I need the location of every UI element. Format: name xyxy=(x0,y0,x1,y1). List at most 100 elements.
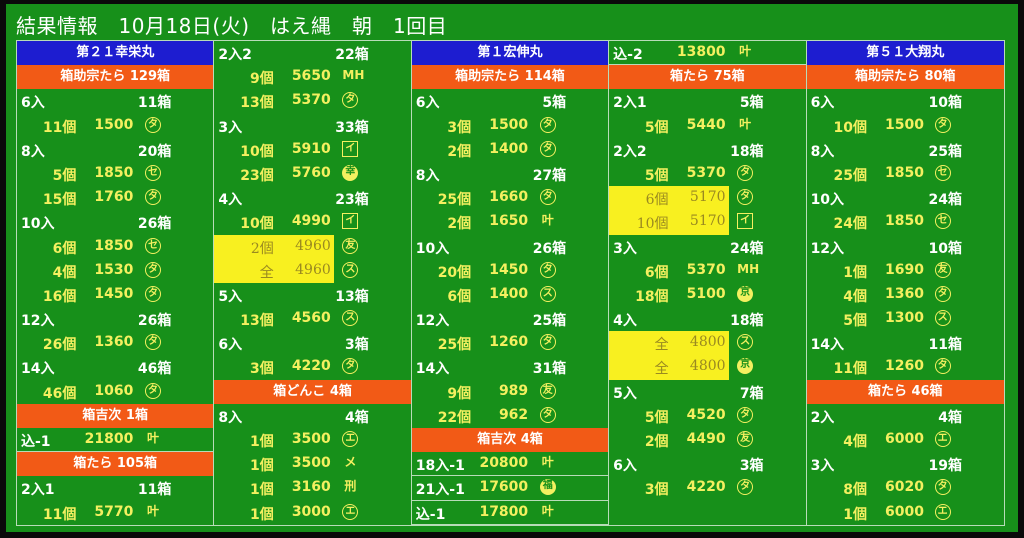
quantity: 1個 xyxy=(250,458,274,475)
buyer-mark-icon: ス xyxy=(737,334,754,351)
buyer-mark-icon: 叶 xyxy=(739,44,752,58)
buyer-mark-icon: タ xyxy=(737,164,754,181)
size-group-row: 2入1 5箱 xyxy=(609,89,805,113)
price-row: 22個 962 タ xyxy=(412,404,608,428)
size-label: 3入 xyxy=(810,458,835,475)
results-board: 結果情報 10月18日(火) はえ縄 朝 1回目 第２１幸栄丸 箱助宗たら 129… xyxy=(6,4,1018,532)
size-group-row: 2入 4箱 xyxy=(807,404,1004,428)
buyer-mark-icon: MH xyxy=(342,68,365,83)
price: 3500 xyxy=(291,431,331,447)
size-group-row: 5入 13箱 xyxy=(214,283,410,307)
price-row: 4個 1360 タ xyxy=(807,283,1004,307)
price: 1400 xyxy=(489,140,529,157)
price: 5170 xyxy=(689,213,726,230)
size-label: 10入 xyxy=(415,240,450,257)
price-row: 11個 1500 タ xyxy=(17,114,213,138)
size-label: 2入1 xyxy=(613,95,647,112)
box-count: 19箱 xyxy=(928,458,962,475)
price-row: 3個 4220 タ xyxy=(609,476,805,500)
buyer-mark-icon: セ xyxy=(934,213,951,230)
quantity: 8個 xyxy=(843,482,867,499)
buyer-mark-icon: タ xyxy=(539,261,556,278)
quantity: 3個 xyxy=(644,482,669,499)
box-count: 27箱 xyxy=(532,167,567,184)
price-row: 全 4800 ス xyxy=(609,331,805,356)
quantity: 10個 xyxy=(240,143,274,160)
box-count: 23箱 xyxy=(335,192,369,209)
size-label: 6入 xyxy=(613,458,637,475)
box-count: 18箱 xyxy=(730,143,764,160)
quantity: 46個 xyxy=(42,385,77,402)
highlight-box xyxy=(609,186,730,211)
buyer-mark-icon: 刑 xyxy=(344,479,357,494)
price-row: 2個 1400 タ xyxy=(412,138,608,162)
price-row: 25個 1850 セ xyxy=(807,162,1004,186)
buyer-mark-icon: タ xyxy=(934,116,951,133)
price-row: 5個 5370 タ xyxy=(609,162,805,186)
quantity: 23個 xyxy=(240,167,274,184)
quantity: 全 xyxy=(654,361,669,378)
quantity: 2個 xyxy=(644,434,669,450)
quantity: 11個 xyxy=(42,119,77,136)
size-group-row: 10入 26箱 xyxy=(412,235,608,259)
size-label: 14入 xyxy=(21,361,55,378)
price-row: 25個 1660 タ xyxy=(412,186,608,210)
price: 1260 xyxy=(489,334,529,351)
size-label: 6入 xyxy=(810,95,835,112)
buyer-mark-icon: 京 xyxy=(737,358,754,375)
price: 1300 xyxy=(884,310,924,327)
price: 1660 xyxy=(489,189,529,206)
price-row: 1個 3000 エ xyxy=(214,501,410,525)
size-group-row: 10入 24箱 xyxy=(807,186,1004,210)
price-row: 5個 4520 タ xyxy=(609,404,805,428)
buyer-mark-icon: タ xyxy=(737,479,754,496)
size-group-row: 3入 19箱 xyxy=(807,452,1004,476)
quantity: 5個 xyxy=(644,409,669,426)
size-label: 5入 xyxy=(613,385,637,402)
ship-header: 第２１幸栄丸 xyxy=(17,41,214,66)
price-row: 9個 989 友 xyxy=(412,380,608,404)
price: 17600 xyxy=(479,479,529,496)
size-group-row: 4入 23箱 xyxy=(214,186,410,210)
box-count: 26箱 xyxy=(137,216,172,233)
price-row: 1個 3500 メ xyxy=(214,452,410,476)
price-row: 5個 1850 セ xyxy=(17,162,213,186)
price: 5170 xyxy=(689,189,726,206)
size-group-row: 8入 4箱 xyxy=(214,404,410,428)
buyer-mark-icon: 叶 xyxy=(541,455,554,470)
result-column: 第５１大翔丸 箱助宗たら 80箱 6入 10箱 10個 1500 タ 8入 25箱 25個 1850… xyxy=(806,41,1004,525)
price-row: 6個 5170 タ xyxy=(609,186,805,211)
category-header: 箱たら 105箱 xyxy=(17,452,214,477)
price: 3500 xyxy=(291,455,331,472)
buyer-mark-icon: 友 xyxy=(737,431,754,447)
price-row: 6個 1400 ス xyxy=(412,283,608,307)
size-label: 3入 xyxy=(218,119,243,136)
box-count: 25箱 xyxy=(532,313,567,330)
size-group-row: 5入 7箱 xyxy=(609,380,805,404)
price: 5650 xyxy=(291,68,331,85)
size-group-row: 2入2 18箱 xyxy=(609,138,805,162)
price: 6000 xyxy=(884,503,924,520)
box-count: 5箱 xyxy=(739,95,764,112)
price-row: 全 4960 ス xyxy=(214,258,410,283)
size-label: 4入 xyxy=(218,192,243,209)
price: 17800 xyxy=(479,503,529,520)
buyer-mark-icon: ス xyxy=(539,285,556,302)
price: 1650 xyxy=(489,213,529,230)
quantity: 10個 xyxy=(636,216,669,233)
price-row: 13個 5370 タ xyxy=(214,89,410,113)
price-row: 6個 5370 MH xyxy=(609,259,805,283)
quantity: 10個 xyxy=(240,216,274,233)
buyer-mark-icon: 友 xyxy=(539,382,556,399)
quantity: 全 xyxy=(259,264,274,281)
price-row: 11個 5770 叶 xyxy=(17,501,213,525)
buyer-mark-icon: エ xyxy=(934,503,951,520)
quantity: 22個 xyxy=(437,409,472,426)
size-group-row: 2入1 11箱 xyxy=(17,476,213,500)
buyer-mark-icon: タ xyxy=(737,189,754,206)
buyer-mark-icon: タ xyxy=(737,406,754,423)
price: 5370 xyxy=(686,261,726,278)
price-row: 2個 1650 叶 xyxy=(412,210,608,234)
size-label: 4入 xyxy=(613,313,637,330)
price: 1500 xyxy=(94,116,134,133)
